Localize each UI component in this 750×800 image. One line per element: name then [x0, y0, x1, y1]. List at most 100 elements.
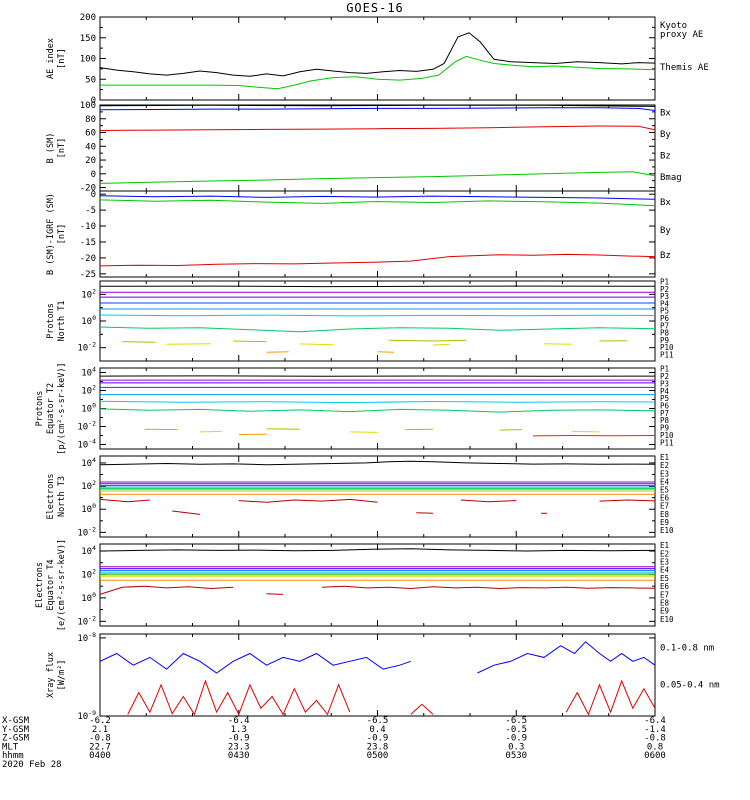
- legend-electrons-equator-t4-e4: E4: [660, 566, 670, 575]
- series-e1: [99, 548, 656, 552]
- series-e1: [99, 460, 656, 466]
- axis-row-label-z-gsm: Z-GSM: [2, 734, 30, 744]
- axis-row-y-gsm-value-2: 0.4: [369, 725, 385, 735]
- panel-protons-equator-t2: 104 102 100 10-2 10-4 Protons Equator T2 [p/(cm…: [35, 362, 656, 455]
- panel-electrons-equator-t4: 104 102 100 10-2 Electrons Equator T4 [e/(cm²-…: [35, 539, 656, 631]
- axis-row-y-gsm-value-3: -0.5: [505, 725, 527, 735]
- axis-row-hhmm-value-0: 0400: [89, 751, 111, 761]
- legend-protons-equator-t2-p5: P5: [660, 394, 669, 403]
- legend-protons-north-t1-p1: P1: [660, 278, 669, 287]
- axis-row-hhmm-value-4: 0600: [644, 751, 666, 761]
- axis-row-hhmm-value-1: 0430: [228, 751, 250, 761]
- legend-electrons-north-t3-e8: E8: [660, 510, 670, 519]
- y-tick-label: 20: [85, 156, 96, 166]
- ylabel-b-sm-igrf-1: [nT]: [57, 224, 67, 244]
- ylabel-b-sm-0: B (SM): [46, 133, 56, 164]
- legend-protons-north-t1-p5: P5: [660, 307, 669, 316]
- legend-electrons-north-t3-e2: E2: [660, 461, 669, 470]
- y-tick-label: -20: [80, 254, 96, 264]
- legend-protons-north-t1-p9: P9: [660, 336, 669, 345]
- axis-row-mlt-value-2: 23.8: [367, 742, 389, 752]
- panel-b-sm: -20 0 20 40 60 80 100 B (SM) [nT]: [46, 101, 656, 194]
- legend-protons-equator-t2-p2: P2: [660, 372, 669, 381]
- y-tick-label: 50: [85, 75, 96, 85]
- legend-protons-equator-t2-p7: P7: [660, 409, 669, 418]
- legend-protons-equator-t2-p9: P9: [660, 424, 669, 433]
- series-p6: [99, 314, 656, 317]
- panel-b-sm-igrf: -25 -20 -15 -10 -5 0 B (SM)-IGRF (SM) [nT]: [46, 190, 656, 280]
- legend-protons-north-t1-p7: P7: [660, 321, 669, 330]
- axis-row-x-gsm-value-1: -6.4: [228, 716, 250, 726]
- axis-row-z-gsm-value-1: -0.9: [228, 734, 250, 744]
- ylabel-protons-equator-t2-0: Protons: [35, 391, 45, 427]
- legend-protons-north-t1-p4: P4: [660, 299, 670, 308]
- ylabel-protons-equator-t2-1: Equator T2: [46, 383, 56, 434]
- ylabel-ae-index-0: AE index: [46, 38, 56, 79]
- axis-row-z-gsm-value-4: -0.8: [644, 734, 666, 744]
- y-tick-label: 80: [85, 115, 96, 125]
- y-tick-label: 10-9: [77, 709, 96, 722]
- ylabel-xray-flux-0: Xray flux: [46, 652, 56, 698]
- series-p8: [122, 339, 628, 343]
- ylabel-b-sm-igrf-0: B (SM)-IGRF (SM): [46, 193, 56, 275]
- series-e10: [99, 498, 656, 515]
- series-kyoto-proxy-ae: [100, 55, 656, 90]
- panel-ae-index: 0 50 100 150 200 AE index [nT]: [46, 13, 656, 106]
- legend-ae-index-kyoto-proxy-ae: proxy AE: [660, 30, 703, 40]
- y-tick-label: 40: [85, 142, 96, 152]
- ylabel-protons-north-t1-0: Protons: [46, 303, 56, 339]
- legend-protons-equator-t2-p4: P4: [660, 387, 670, 396]
- axis-row-mlt-value-4: 0.8: [647, 742, 663, 752]
- axis-row-label-hhmm: hhmm: [2, 751, 24, 761]
- series-p7: [99, 326, 656, 333]
- panel-xray-flux: 10-8 10-9 Xray flux [W/m²]: [46, 631, 656, 722]
- axis-row-x-gsm-value-2: -6.5: [367, 716, 389, 726]
- ylabel-ae-index-1: [nT]: [57, 48, 67, 68]
- y-tick-label: 100: [80, 101, 96, 111]
- series-p1: [99, 285, 656, 288]
- y-tick-label: 104: [81, 456, 96, 469]
- axis-row-x-gsm-value-0: -6.2: [89, 716, 111, 726]
- axis-row-z-gsm-value-0: -0.8: [89, 734, 111, 744]
- series-bz: [99, 253, 656, 267]
- panel-protons-north-t1: 102 100 10-2 Protons North T1: [46, 280, 656, 362]
- y-tick-label: 10-8: [77, 631, 96, 644]
- axis-row-mlt-value-3: 0.3: [508, 742, 524, 752]
- y-tick-label: 104: [81, 544, 96, 557]
- ylabel-protons-north-t1-1: North T1: [57, 301, 67, 342]
- legend-electrons-equator-t4-e9: E9: [660, 607, 669, 616]
- series-by: [99, 171, 656, 184]
- ylabel-electrons-equator-t4-1: Equator T4: [46, 559, 56, 610]
- series-p7: [99, 408, 656, 413]
- legend-b-sm-bmag: Bmag: [660, 173, 682, 183]
- legend-xray-flux-0-1-0-8-nm: 0.1-0.8 nm: [660, 643, 714, 653]
- legend-protons-north-t1-p6: P6: [660, 314, 670, 323]
- legend-protons-north-t1-p3: P3: [660, 292, 669, 301]
- axis-row-hhmm-value-2: 0500: [367, 751, 389, 761]
- legend-electrons-north-t3-e10: E10: [660, 526, 674, 535]
- y-tick-label: 10-2: [77, 341, 96, 354]
- legend-protons-equator-t2-p10: P10: [660, 431, 674, 440]
- y-tick-label: 10-2: [77, 614, 96, 627]
- y-tick-label: 100: [81, 314, 96, 327]
- legend-b-sm-igrf-by: By: [660, 226, 671, 236]
- y-tick-label: 100: [80, 55, 96, 65]
- axis-row-label-x-gsm: X-GSM: [2, 716, 30, 726]
- y-tick-label: 0: [91, 96, 96, 106]
- y-tick-label: 0: [91, 190, 96, 200]
- y-tick-label: -5: [85, 206, 96, 216]
- y-tick-label: -20: [80, 184, 96, 194]
- axis-row-hhmm-value-3: 0530: [505, 751, 527, 761]
- legend-electrons-north-t3-e1: E1: [660, 453, 669, 462]
- series-p6: [99, 400, 656, 404]
- ylabel-b-sm-1: [nT]: [57, 138, 67, 158]
- legend-electrons-north-t3-e6: E6: [660, 494, 670, 503]
- legend-electrons-equator-t4-e7: E7: [660, 590, 669, 599]
- ylabel-electrons-north-t3-1: North T3: [57, 476, 67, 517]
- axis-row-x-gsm-value-3: -6.5: [505, 716, 527, 726]
- series-themis-ae: [99, 32, 656, 77]
- y-tick-label: 104: [81, 366, 96, 379]
- axis-row-label-mlt: MLT: [2, 742, 19, 752]
- y-tick-label: 10-2: [77, 525, 96, 538]
- axis-row-mlt-value-0: 22.7: [89, 742, 111, 752]
